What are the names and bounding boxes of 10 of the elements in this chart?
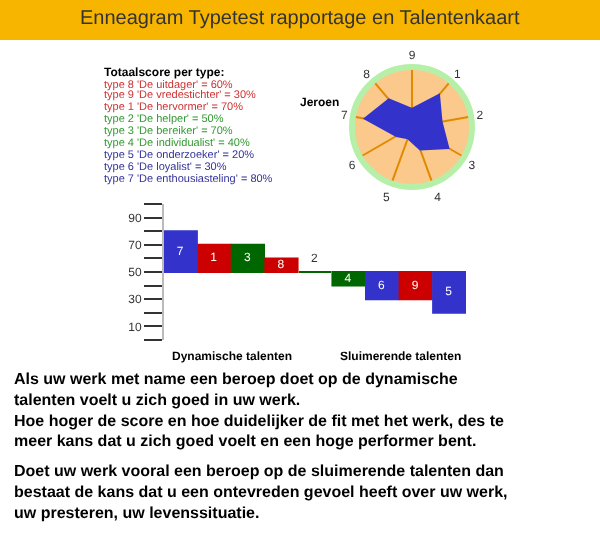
bar bbox=[365, 271, 400, 301]
text: Als uw werk met name een beroep doet op de dynamische talenten voelt u zich goed in uw werk. Hoe hoger de score en hoe duidelijker de fit met het werk, des te meer kans dat u zich goed voelt en een hoge performer bent. bbox=[14, 370, 506, 451]
text: Doet uw werk vooral een beroep op de sluimerende talenten dan bestaat de kans dat u een ontevreden gevoel heeft over uw werk, uw presteren, uw levenssituatie. bbox=[14, 462, 508, 522]
bar bbox=[264, 257, 299, 273]
bar bbox=[197, 243, 232, 273]
bar bbox=[432, 271, 466, 314]
bar bbox=[164, 230, 198, 273]
bar bbox=[398, 271, 433, 301]
text: Enneagram Typetest rapportage en Talentenkaart bbox=[80, 8, 520, 30]
bar bbox=[230, 243, 265, 273]
